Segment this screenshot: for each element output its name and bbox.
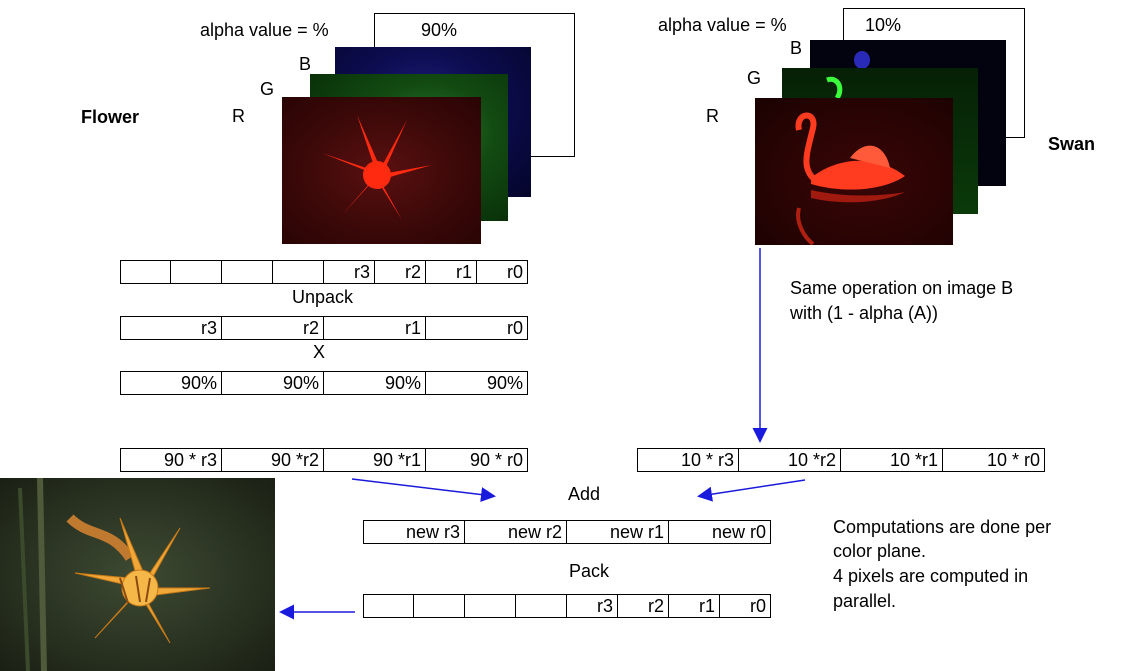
- unpacked-row: r3 r2 r1 r0: [120, 316, 528, 340]
- product-a-row: 90 * r3 90 *r2 90 *r1 90 * r0: [120, 448, 528, 472]
- pack-label: Pack: [569, 561, 610, 581]
- packed-cell: r2: [375, 260, 426, 284]
- flower-alpha-label: alpha value = %: [200, 20, 329, 40]
- packed-cell: r3: [324, 260, 375, 284]
- packed-out-cell: [465, 594, 516, 618]
- packed-cell: [171, 260, 222, 284]
- arrow-product-a-to-add: [351, 478, 496, 503]
- product-b-cell: 10 * r0: [943, 448, 1045, 472]
- computation-note-line1: Computations are done per: [833, 517, 1052, 537]
- sum-cell: new r0: [669, 520, 771, 544]
- packed-output-row: r3 r2 r1 r0: [363, 594, 771, 618]
- alpha-cell: 90%: [120, 371, 222, 395]
- arrow-product-b-to-add: [697, 479, 806, 502]
- flower-red-shape: [322, 115, 432, 220]
- unpacked-cell: r3: [120, 316, 222, 340]
- packed-out-cell: [516, 594, 567, 618]
- unpacked-cell: r1: [324, 316, 426, 340]
- packed-cell: [222, 260, 273, 284]
- unpacked-cell: r2: [222, 316, 324, 340]
- product-a-cell: 90 * r3: [120, 448, 222, 472]
- blended-result-image: [0, 478, 275, 671]
- product-a-cell: 90 * r0: [426, 448, 528, 472]
- multiply-label: X: [313, 342, 326, 362]
- product-a-cell: 90 *r2: [222, 448, 324, 472]
- blended-flower-shape: [18, 478, 211, 671]
- packed-out-cell: r3: [567, 594, 618, 618]
- packed-out-cell: r0: [720, 594, 771, 618]
- same-op-note-line1: Same operation on image B: [790, 278, 1014, 298]
- product-a-cell: 90 *r1: [324, 448, 426, 472]
- product-b-cell: 10 * r3: [637, 448, 739, 472]
- packed-out-cell: [363, 594, 414, 618]
- packed-cell: r1: [426, 260, 477, 284]
- swan-title: Swan: [1048, 134, 1096, 154]
- swan-red-plane: [755, 98, 953, 245]
- flower-plane-label-g: G: [260, 79, 275, 99]
- swan-alpha-value: 10%: [865, 15, 902, 35]
- same-op-note-line2: with (1 - alpha (A)): [790, 303, 939, 323]
- swan-green-shape: [826, 76, 843, 100]
- sum-cell: new r1: [567, 520, 669, 544]
- product-b-row: 10 * r3 10 *r2 10 *r1 10 * r0: [637, 448, 1045, 472]
- swan-red-shape: [795, 112, 905, 245]
- packed-out-cell: r2: [618, 594, 669, 618]
- computation-note-line2: color plane.: [833, 541, 927, 561]
- alpha-row: 90% 90% 90% 90%: [120, 371, 528, 395]
- product-b-cell: 10 *r1: [841, 448, 943, 472]
- packed-cell: [120, 260, 171, 284]
- packed-out-cell: [414, 594, 465, 618]
- packed-cell: r0: [477, 260, 528, 284]
- swan-plane-label-r: R: [706, 106, 719, 126]
- packed-input-row: r3 r2 r1 r0: [120, 260, 528, 284]
- sum-cell: new r2: [465, 520, 567, 544]
- flower-red-plane: [282, 97, 481, 244]
- unpack-label: Unpack: [292, 287, 354, 307]
- swan-plane-label-b: B: [790, 38, 803, 58]
- sum-cell: new r3: [363, 520, 465, 544]
- packed-cell: [273, 260, 324, 284]
- swan-blue-shape: [854, 51, 870, 69]
- alpha-cell: 90%: [222, 371, 324, 395]
- alpha-cell: 90%: [426, 371, 528, 395]
- add-label: Add: [568, 484, 601, 504]
- swan-plane-label-g: G: [747, 68, 762, 88]
- flower-plane-label-b: B: [299, 54, 312, 74]
- flower-title: Flower: [81, 107, 140, 127]
- alpha-cell: 90%: [324, 371, 426, 395]
- product-b-cell: 10 *r2: [739, 448, 841, 472]
- flower-alpha-value: 90%: [421, 20, 458, 40]
- computation-note-line3: 4 pixels are computed in: [833, 566, 1029, 586]
- packed-out-cell: r1: [669, 594, 720, 618]
- swan-alpha-label: alpha value = %: [658, 15, 787, 35]
- unpacked-cell: r0: [426, 316, 528, 340]
- computation-note-line4: parallel.: [833, 591, 897, 611]
- flower-plane-label-r: R: [232, 106, 245, 126]
- sum-row: new r3 new r2 new r1 new r0: [363, 520, 771, 544]
